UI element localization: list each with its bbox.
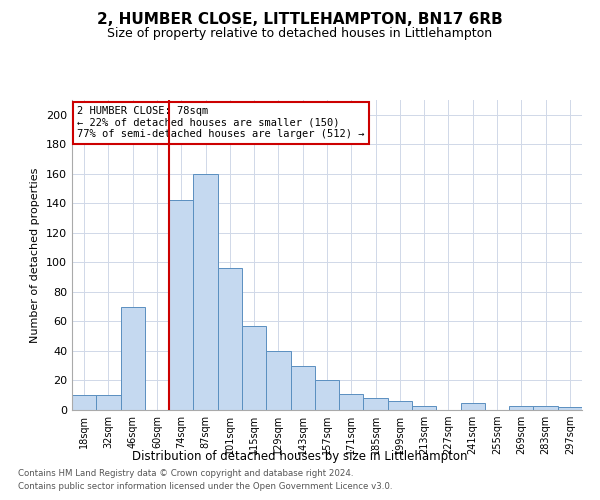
Text: Contains public sector information licensed under the Open Government Licence v3: Contains public sector information licen… (18, 482, 392, 491)
Bar (72, 395, 96, 410)
Bar (169, 200, 193, 410)
Bar (461, 402, 485, 410)
Bar (388, 401, 412, 410)
Bar (121, 306, 145, 410)
Bar (339, 394, 364, 410)
Bar (558, 407, 582, 410)
Bar (218, 268, 242, 410)
Text: Contains HM Land Registry data © Crown copyright and database right 2024.: Contains HM Land Registry data © Crown c… (18, 468, 353, 477)
Bar (290, 366, 315, 410)
Text: 2 HUMBER CLOSE: 78sqm
← 22% of detached houses are smaller (150)
77% of semi-det: 2 HUMBER CLOSE: 78sqm ← 22% of detached … (77, 106, 365, 140)
Bar (509, 406, 533, 410)
Bar (193, 174, 218, 410)
Bar (412, 406, 436, 410)
Bar (533, 406, 558, 410)
Text: Distribution of detached houses by size in Littlehampton: Distribution of detached houses by size … (132, 450, 468, 463)
Y-axis label: Number of detached properties: Number of detached properties (31, 168, 40, 342)
Bar (315, 380, 339, 410)
Bar (96, 395, 121, 410)
Bar (242, 326, 266, 410)
Text: 2, HUMBER CLOSE, LITTLEHAMPTON, BN17 6RB: 2, HUMBER CLOSE, LITTLEHAMPTON, BN17 6RB (97, 12, 503, 28)
Bar (364, 398, 388, 410)
Text: Size of property relative to detached houses in Littlehampton: Size of property relative to detached ho… (107, 28, 493, 40)
Bar (266, 351, 290, 410)
